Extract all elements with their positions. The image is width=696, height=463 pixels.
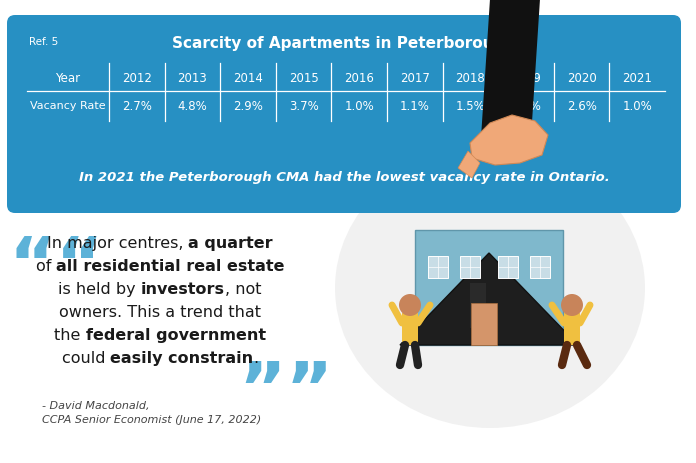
Text: easily constrain: easily constrain: [110, 350, 253, 365]
Text: a quarter: a quarter: [189, 236, 273, 250]
Text: the: the: [54, 327, 86, 342]
Circle shape: [561, 294, 583, 316]
Polygon shape: [480, 0, 540, 154]
Polygon shape: [400, 253, 578, 345]
FancyBboxPatch shape: [498, 257, 518, 278]
Text: Vacancy Rate: Vacancy Rate: [30, 101, 106, 111]
Text: 2013: 2013: [177, 72, 207, 85]
Text: - David Macdonald,: - David Macdonald,: [42, 400, 150, 410]
FancyBboxPatch shape: [402, 313, 418, 345]
Text: In major centres,: In major centres,: [47, 236, 189, 250]
Text: 2016: 2016: [345, 72, 374, 85]
Text: 1.5%: 1.5%: [455, 99, 485, 112]
Text: of: of: [35, 258, 56, 274]
Text: is held by: is held by: [58, 282, 141, 296]
Text: all residential real estate: all residential real estate: [56, 258, 285, 274]
FancyBboxPatch shape: [470, 283, 486, 328]
Text: 2014: 2014: [233, 72, 263, 85]
FancyBboxPatch shape: [471, 303, 497, 345]
Text: 1.0%: 1.0%: [622, 99, 652, 112]
Text: ““: ““: [8, 233, 103, 302]
Polygon shape: [470, 116, 548, 166]
Circle shape: [399, 294, 421, 316]
Text: 2.9%: 2.9%: [233, 99, 263, 112]
Text: In 2021 the Peterborough CMA had the lowest vacancy rate in Ontario.: In 2021 the Peterborough CMA had the low…: [79, 171, 610, 184]
Text: investors: investors: [141, 282, 225, 296]
FancyBboxPatch shape: [530, 257, 550, 278]
Text: could: could: [61, 350, 110, 365]
Text: 4.8%: 4.8%: [177, 99, 207, 112]
Polygon shape: [458, 152, 480, 179]
FancyBboxPatch shape: [564, 313, 580, 345]
FancyBboxPatch shape: [460, 257, 480, 278]
Text: federal government: federal government: [86, 327, 266, 342]
Text: 2.1%: 2.1%: [511, 99, 541, 112]
FancyBboxPatch shape: [428, 257, 448, 278]
Text: , not: , not: [225, 282, 262, 296]
FancyBboxPatch shape: [7, 16, 681, 213]
Text: 2012: 2012: [122, 72, 152, 85]
Text: .: .: [253, 350, 258, 365]
Text: 2.7%: 2.7%: [122, 99, 152, 112]
Text: 3.7%: 3.7%: [289, 99, 319, 112]
Text: 2020: 2020: [567, 72, 596, 85]
Text: 2021: 2021: [622, 72, 652, 85]
Text: Scarcity of Apartments in Peterborough: Scarcity of Apartments in Peterborough: [173, 36, 516, 51]
Text: ””: ””: [238, 358, 333, 427]
Ellipse shape: [335, 149, 645, 428]
Text: Ref. 5: Ref. 5: [29, 37, 58, 47]
Text: CCPA Senior Economist (June 17, 2022): CCPA Senior Economist (June 17, 2022): [42, 414, 261, 424]
Text: 2015: 2015: [289, 72, 319, 85]
Text: 1.0%: 1.0%: [345, 99, 374, 112]
Text: 2019: 2019: [511, 72, 541, 85]
Text: 2.6%: 2.6%: [567, 99, 596, 112]
Text: Year: Year: [56, 72, 81, 85]
Text: owners. This a trend that: owners. This a trend that: [59, 304, 261, 319]
Text: 2018: 2018: [455, 72, 485, 85]
Text: 1.1%: 1.1%: [400, 99, 429, 112]
FancyBboxPatch shape: [415, 231, 563, 345]
Text: 2017: 2017: [400, 72, 429, 85]
